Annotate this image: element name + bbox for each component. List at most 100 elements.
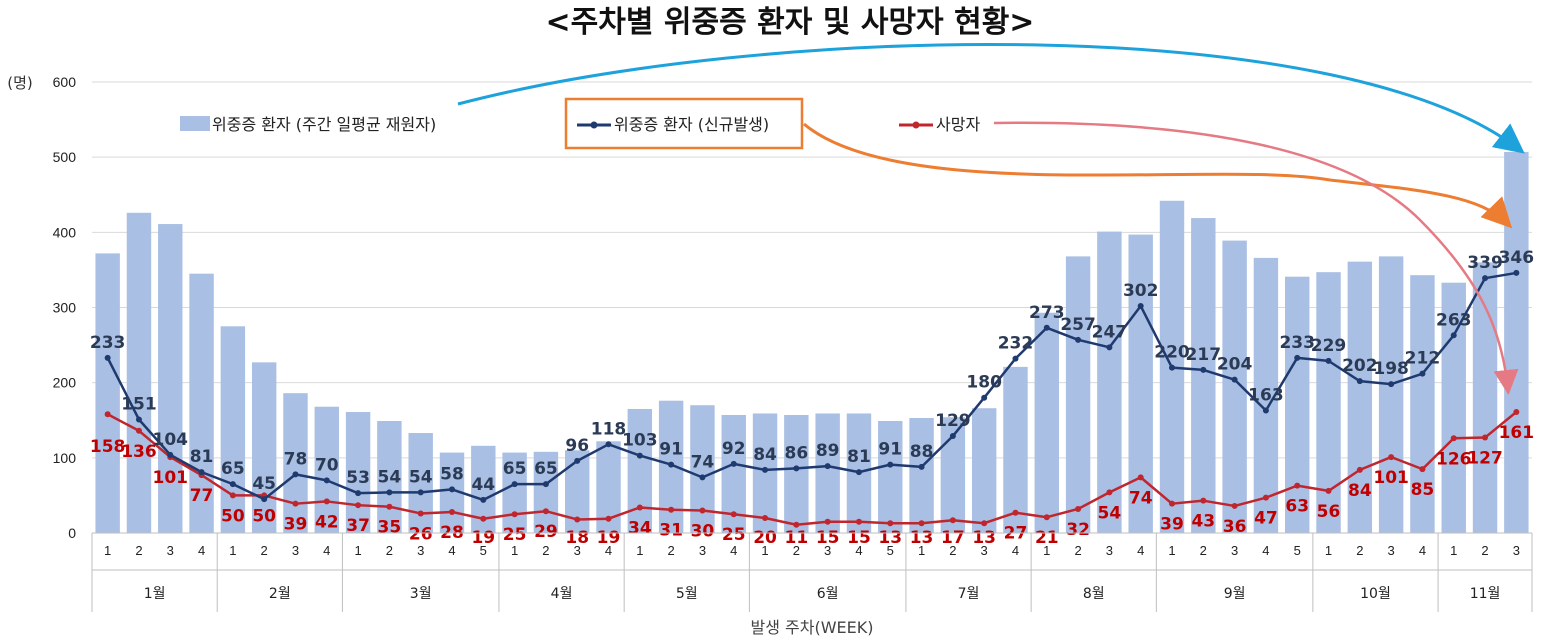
new-cases-data-label: 263 <box>1436 310 1472 330</box>
week-tick-label: 2 <box>1200 543 1207 558</box>
death-point <box>355 502 362 509</box>
new-cases-point <box>417 489 424 496</box>
new-cases-point <box>135 416 142 423</box>
week-tick-label: 2 <box>668 543 675 558</box>
week-tick-label: 3 <box>981 543 988 558</box>
death-data-label: 42 <box>315 512 339 532</box>
new-cases-data-label: 257 <box>1060 315 1096 335</box>
legend-bar-label: 위중증 환자 (주간 일평균 재원자) <box>212 115 436 134</box>
legend-new-marker <box>590 121 598 129</box>
week-tick-label: 3 <box>1513 543 1520 558</box>
death-data-label: 54 <box>1098 503 1122 523</box>
new-cases-point <box>605 441 612 448</box>
week-tick-label: 3 <box>1388 543 1395 558</box>
new-cases-point <box>855 469 862 476</box>
week-tick-label: 1 <box>761 543 768 558</box>
bar <box>1191 218 1216 533</box>
bar <box>1003 366 1028 533</box>
death-point <box>918 520 925 527</box>
death-data-label: 50 <box>252 506 276 526</box>
bar <box>971 408 997 533</box>
new-cases-data-label: 70 <box>315 455 339 475</box>
new-cases-data-label: 204 <box>1217 355 1253 375</box>
new-cases-data-label: 45 <box>252 474 276 494</box>
week-tick-label: 3 <box>417 543 424 558</box>
death-point <box>1513 408 1520 415</box>
new-cases-data-label: 91 <box>878 440 902 460</box>
new-cases-point <box>1482 275 1489 282</box>
week-tick-label: 1 <box>229 543 236 558</box>
new-cases-point <box>261 496 268 503</box>
week-tick-label: 4 <box>1419 543 1426 558</box>
death-data-label: 34 <box>628 518 652 538</box>
death-point <box>1200 497 1207 504</box>
death-point <box>636 504 643 511</box>
y-axis-unit: (명) <box>7 74 33 92</box>
death-data-label: 47 <box>1254 509 1278 529</box>
new-cases-point <box>542 481 549 488</box>
bar <box>95 253 120 533</box>
bar <box>1378 256 1404 533</box>
bar <box>752 413 778 533</box>
new-cases-point <box>824 463 831 470</box>
death-point <box>949 517 956 524</box>
y-tick-label: 300 <box>53 300 77 316</box>
death-point <box>1262 494 1269 501</box>
death-point <box>542 508 549 515</box>
new-cases-point <box>1419 370 1426 377</box>
death-point <box>1294 482 1301 489</box>
new-cases-point <box>887 461 894 468</box>
bar <box>815 413 840 533</box>
death-point <box>887 520 894 527</box>
bar <box>126 212 152 534</box>
legend-new-label: 위중증 환자 (신규발생) <box>614 115 769 134</box>
arrow-death-series <box>993 121 1519 395</box>
month-label: 1월 <box>144 586 166 602</box>
death-data-label: 126 <box>1436 449 1472 469</box>
new-cases-data-label: 53 <box>346 468 370 488</box>
new-cases-point <box>1169 364 1175 371</box>
legend-highlight-box <box>564 97 804 150</box>
new-cases-data-label: 86 <box>785 443 809 463</box>
new-cases-data-label: 202 <box>1342 356 1378 376</box>
week-tick-label: 3 <box>699 543 706 558</box>
month-label: 9월 <box>1224 586 1246 602</box>
new-cases-data-label: 302 <box>1123 281 1159 301</box>
death-point <box>1419 466 1426 473</box>
bar <box>189 273 214 533</box>
new-cases-data-label: 58 <box>440 464 464 484</box>
new-cases-point <box>918 463 925 470</box>
new-cases-data-label: 44 <box>471 475 495 495</box>
death-point <box>1137 474 1144 481</box>
new-cases-data-label: 104 <box>153 430 189 450</box>
week-tick-label: 5 <box>1294 543 1301 558</box>
new-cases-point <box>981 394 988 401</box>
new-cases-point <box>1262 407 1269 414</box>
new-cases-point <box>1513 269 1520 276</box>
bar <box>345 411 371 533</box>
new-cases-point <box>574 457 581 464</box>
death-data-label: 101 <box>1373 468 1409 488</box>
new-cases-line <box>106 271 1517 502</box>
week-tick-label: 2 <box>542 543 549 558</box>
death-data-label: 25 <box>722 525 746 545</box>
legend-death-marker <box>912 121 920 129</box>
new-cases-data-label: 65 <box>503 459 527 479</box>
new-cases-data-label: 74 <box>691 452 715 472</box>
week-tick-label: 2 <box>1481 543 1488 558</box>
bar <box>158 224 183 533</box>
death-data-label: 29 <box>534 522 558 542</box>
week-tick-label: 4 <box>855 543 862 558</box>
week-tick-label: 2 <box>261 543 268 558</box>
bar <box>502 452 527 533</box>
death-point <box>574 516 581 523</box>
death-data-label: 56 <box>1317 502 1341 522</box>
week-tick-label: 3 <box>1231 543 1238 558</box>
bar <box>1441 282 1466 533</box>
death-data-label: 25 <box>503 525 527 545</box>
bar <box>627 408 653 533</box>
new-cases-point <box>1012 355 1019 362</box>
week-tick-label: 3 <box>1106 543 1113 558</box>
new-cases-point <box>1075 336 1082 343</box>
